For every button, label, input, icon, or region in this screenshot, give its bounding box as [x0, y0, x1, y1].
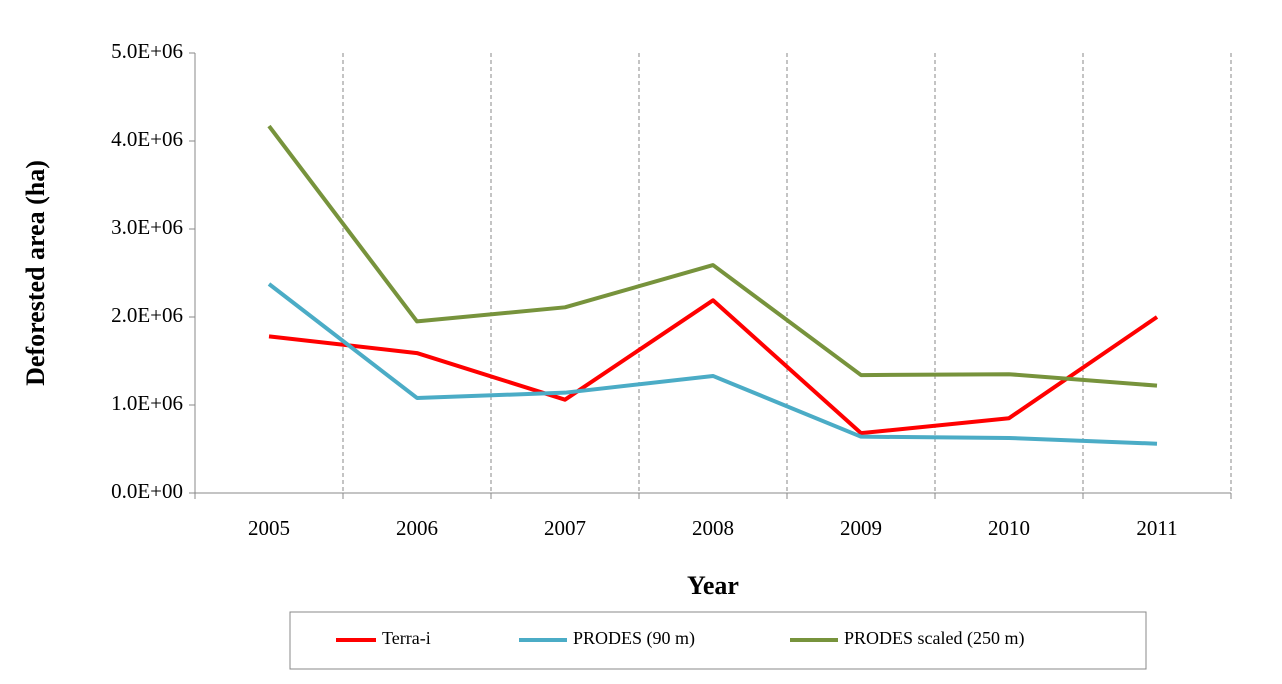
y-tick-label: 3.0E+06: [111, 215, 183, 239]
y-tick-label: 1.0E+06: [111, 391, 183, 415]
x-tick-label: 2005: [248, 516, 290, 540]
x-tick-label: 2008: [692, 516, 734, 540]
series-line: [267, 124, 1158, 388]
y-tick-label: 0.0E+00: [111, 479, 183, 503]
legend-label: PRODES scaled (250 m): [844, 628, 1024, 649]
series-line: [267, 282, 1158, 446]
legend-box: [289, 611, 1147, 670]
legend-label: PRODES (90 m): [573, 628, 695, 649]
y-axis-title: Deforested area (ha): [21, 160, 50, 386]
y-tick-label: 4.0E+06: [111, 127, 183, 151]
x-tick-label: 2010: [988, 516, 1030, 540]
y-tick-label: 5.0E+06: [111, 39, 183, 63]
x-axis-title: Year: [687, 571, 739, 600]
x-tick-label: 2006: [396, 516, 438, 540]
series-line: [268, 298, 1159, 436]
x-tick-label: 2011: [1136, 516, 1177, 540]
x-tick-label: 2009: [840, 516, 882, 540]
y-tick-label: 2.0E+06: [111, 303, 183, 327]
x-tick-label: 2007: [544, 516, 586, 540]
legend-label: Terra-i: [382, 628, 431, 648]
